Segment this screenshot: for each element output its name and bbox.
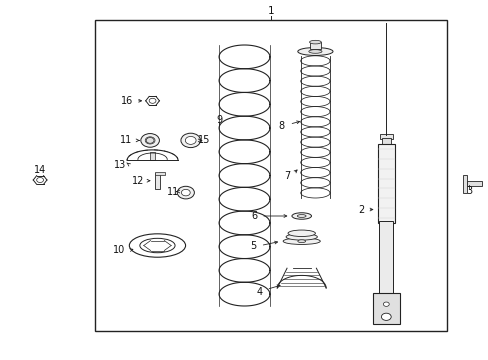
Ellipse shape bbox=[287, 230, 315, 237]
Bar bbox=[372, 293, 399, 324]
Text: 8: 8 bbox=[278, 121, 284, 131]
Bar bbox=[381, 138, 390, 146]
Bar bbox=[309, 42, 321, 49]
Bar bbox=[155, 173, 160, 189]
Bar bbox=[150, 152, 155, 160]
Bar bbox=[379, 221, 392, 295]
Text: 9: 9 bbox=[216, 114, 222, 125]
Text: 10: 10 bbox=[113, 245, 125, 255]
Text: 1: 1 bbox=[267, 6, 274, 16]
Bar bbox=[95, 20, 447, 331]
Text: 16: 16 bbox=[121, 96, 133, 106]
Bar bbox=[155, 172, 164, 175]
Ellipse shape bbox=[141, 134, 159, 147]
Ellipse shape bbox=[177, 186, 194, 199]
Ellipse shape bbox=[309, 40, 321, 44]
Text: 14: 14 bbox=[34, 165, 46, 175]
Bar bbox=[466, 181, 481, 186]
Text: 5: 5 bbox=[250, 240, 256, 251]
Ellipse shape bbox=[185, 136, 196, 144]
Circle shape bbox=[149, 98, 156, 103]
Circle shape bbox=[381, 313, 390, 320]
Text: 15: 15 bbox=[198, 135, 210, 145]
Ellipse shape bbox=[181, 133, 200, 148]
Text: 12: 12 bbox=[132, 176, 144, 186]
Ellipse shape bbox=[285, 234, 317, 240]
Text: 2: 2 bbox=[358, 204, 364, 215]
Text: 3: 3 bbox=[466, 186, 471, 196]
Text: 11: 11 bbox=[120, 135, 132, 145]
Circle shape bbox=[37, 177, 43, 183]
Ellipse shape bbox=[283, 238, 320, 244]
Ellipse shape bbox=[308, 50, 321, 53]
Ellipse shape bbox=[297, 240, 305, 243]
Bar bbox=[379, 134, 392, 139]
Ellipse shape bbox=[181, 189, 190, 196]
Text: 6: 6 bbox=[251, 211, 257, 221]
Circle shape bbox=[383, 302, 388, 306]
Bar bbox=[377, 144, 394, 223]
Ellipse shape bbox=[297, 48, 332, 55]
Ellipse shape bbox=[145, 137, 155, 144]
Text: 7: 7 bbox=[284, 171, 290, 181]
Ellipse shape bbox=[291, 213, 311, 219]
Text: 11: 11 bbox=[166, 186, 179, 197]
Bar bbox=[462, 175, 466, 193]
Text: 4: 4 bbox=[256, 287, 262, 297]
Circle shape bbox=[146, 138, 154, 143]
Ellipse shape bbox=[297, 215, 305, 217]
Text: 13: 13 bbox=[113, 159, 126, 170]
